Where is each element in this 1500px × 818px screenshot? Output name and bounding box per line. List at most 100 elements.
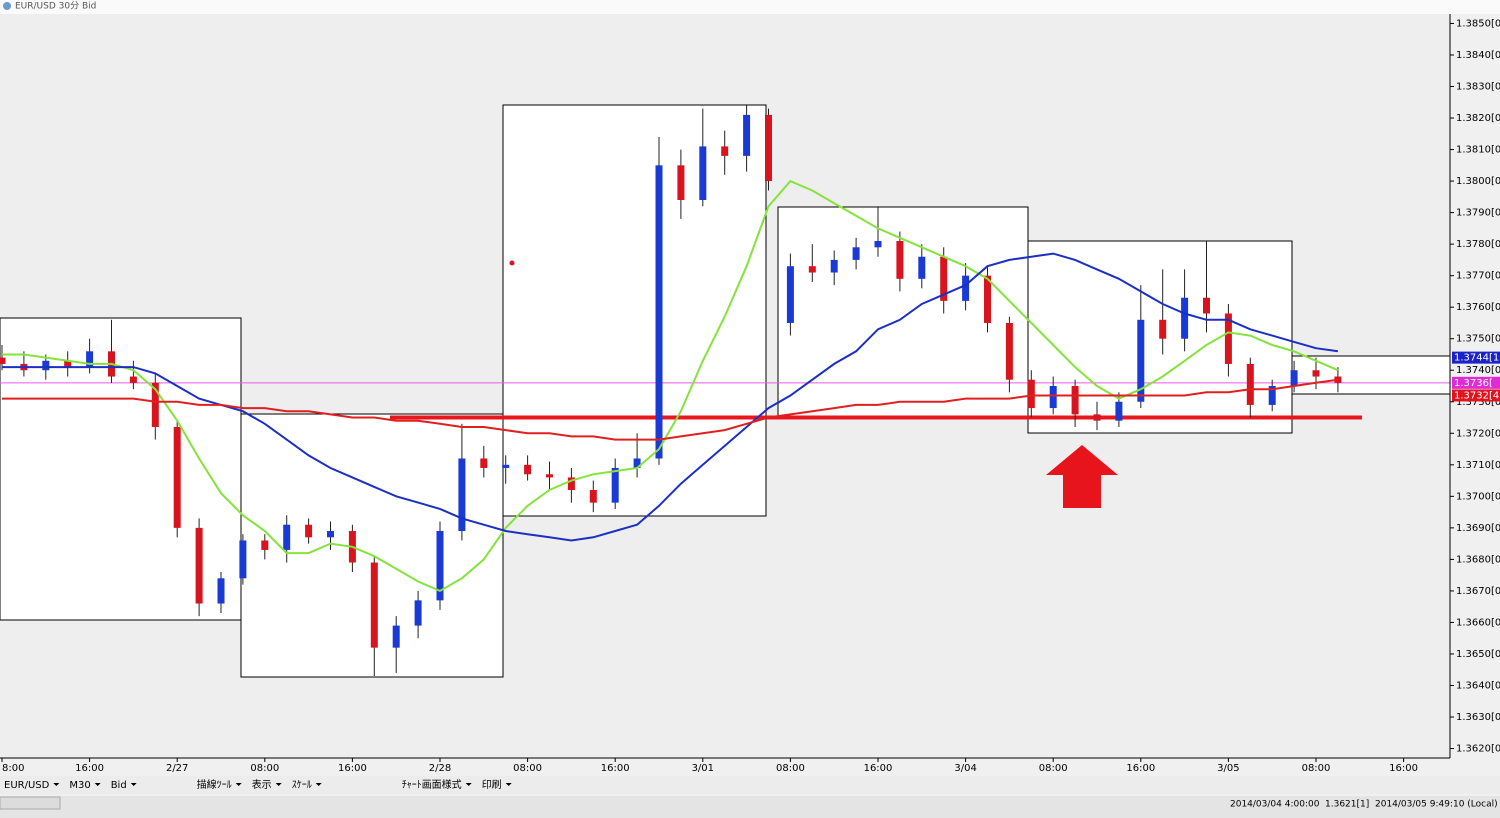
up-arrow [1046, 445, 1118, 508]
candle-body [480, 458, 488, 468]
marker-dot [509, 260, 515, 266]
candle-body [261, 540, 269, 550]
x-tick-label: 08:00 [513, 763, 542, 774]
candle-body [1071, 386, 1079, 415]
candle-body [984, 275, 991, 323]
status-local-time: 2014/03/05 9:49:10 (Local) [1375, 800, 1498, 810]
y-tick-label: 1.3710[0] [1456, 460, 1500, 471]
candle-body [327, 531, 334, 538]
moving-average-line [2, 378, 1339, 441]
candle-body [1334, 376, 1342, 383]
candle-body [414, 600, 422, 626]
dropdown-caret [235, 783, 242, 786]
dropdown-caret [53, 783, 60, 786]
y-tick-label: 1.3760[0] [1456, 302, 1500, 313]
toolbar-button[interactable]: 描線ﾂｰﾙ [197, 778, 232, 791]
x-tick-label: 2/27 [166, 763, 188, 774]
x-tick-label: 3/05 [1217, 763, 1239, 774]
candle-body [1093, 414, 1101, 421]
candle-body [1049, 386, 1057, 409]
dropdown-caret [94, 783, 101, 786]
candle-body [64, 360, 72, 368]
candle-body [743, 114, 751, 156]
status-bar [0, 796, 1500, 818]
x-tick-label: 16:00 [1389, 763, 1418, 774]
candle-body [1115, 401, 1123, 421]
x-tick-label: 16:00 [864, 763, 893, 774]
y-tick-label: 1.3660[0] [1456, 617, 1500, 628]
toolbar-button[interactable]: 印刷 [482, 779, 502, 791]
y-tick-label: 1.3780[0] [1456, 239, 1500, 250]
price-tag [1452, 389, 1500, 402]
candle-body [1312, 370, 1320, 377]
candle-body [283, 524, 291, 550]
candle-body [436, 531, 444, 601]
candle-body [195, 527, 203, 604]
candle-body [567, 477, 575, 491]
candle-body [721, 146, 729, 156]
candle-body [1027, 379, 1035, 409]
y-tick-label: 1.3630[0] [1456, 712, 1500, 723]
toolbar-button[interactable]: ｽｹｰﾙ [292, 779, 312, 791]
candle-body [1181, 297, 1189, 339]
plot-layer [0, 105, 1450, 677]
x-tick-label: 16:00 [601, 763, 630, 774]
candle-body [305, 524, 313, 538]
candle-body [786, 266, 794, 323]
candle-body [502, 464, 510, 468]
candle-body [874, 240, 882, 248]
candle-body [151, 382, 159, 427]
candle-body [42, 360, 50, 371]
candle-body [1290, 370, 1298, 386]
candle-body [852, 247, 860, 260]
y-tick-label: 1.3620[0] [1456, 744, 1500, 755]
candle-body [458, 458, 466, 532]
candle-body [765, 114, 772, 182]
y-tick-label: 1.3820[0] [1456, 113, 1500, 124]
toolbar-button[interactable]: EUR/USD [4, 780, 50, 791]
x-tick-label: 08:00 [250, 763, 279, 774]
price-tag [1452, 376, 1500, 389]
candle-body [1005, 322, 1013, 380]
candle-body [808, 266, 816, 273]
candle-body [633, 458, 641, 468]
candle-body [589, 490, 597, 503]
x-tick-label: 16:00 [75, 763, 104, 774]
y-tick-label: 1.3730[0] [1456, 397, 1500, 408]
scrollbar[interactable] [0, 796, 61, 810]
x-tick-label: 16:00 [338, 763, 367, 774]
y-tick-label: 1.3680[0] [1456, 554, 1500, 565]
window-title: EUR/USD 30分 Bid [15, 1, 96, 12]
candle-body [699, 146, 707, 200]
y-tick-label: 1.3830[0] [1456, 82, 1500, 93]
toolbar-button[interactable]: 表示 [252, 778, 272, 791]
price-tag [1452, 351, 1500, 364]
candle-body [896, 240, 904, 279]
dropdown-caret [315, 783, 322, 786]
candle-body [1137, 319, 1145, 402]
toolbar [0, 776, 1500, 794]
y-tick-label: 1.3790[0] [1456, 208, 1500, 219]
candle-body [173, 426, 181, 528]
toolbar-button[interactable]: Bid [111, 780, 127, 791]
x-tick-label: 08:00 [1039, 763, 1068, 774]
price-tag-label: 1.3744[1 [1454, 353, 1499, 364]
x-tick-label: 08:00 [776, 763, 805, 774]
candle-body [239, 540, 247, 579]
candle-body [677, 165, 685, 200]
candle-body [0, 357, 6, 364]
toolbar-button[interactable]: M30 [69, 780, 90, 791]
x-tick-label: 08:00 [1302, 763, 1331, 774]
candle-body [1246, 363, 1254, 405]
dropdown-caret [505, 783, 512, 786]
candle-body [1224, 313, 1232, 364]
x-tick-label: 3/01 [692, 763, 714, 774]
y-tick-label: 1.3740[0] [1456, 365, 1500, 376]
candle-body [655, 165, 663, 459]
toolbar-button[interactable]: ﾁｬｰﾄ画面様式 [402, 778, 462, 791]
x-tick-label: 8:00 [2, 763, 24, 774]
candle-body [546, 474, 553, 478]
x-tick-label: 16:00 [1126, 763, 1155, 774]
price-tag-label: 1.3732[4 [1454, 390, 1499, 401]
candle-body [830, 259, 838, 273]
